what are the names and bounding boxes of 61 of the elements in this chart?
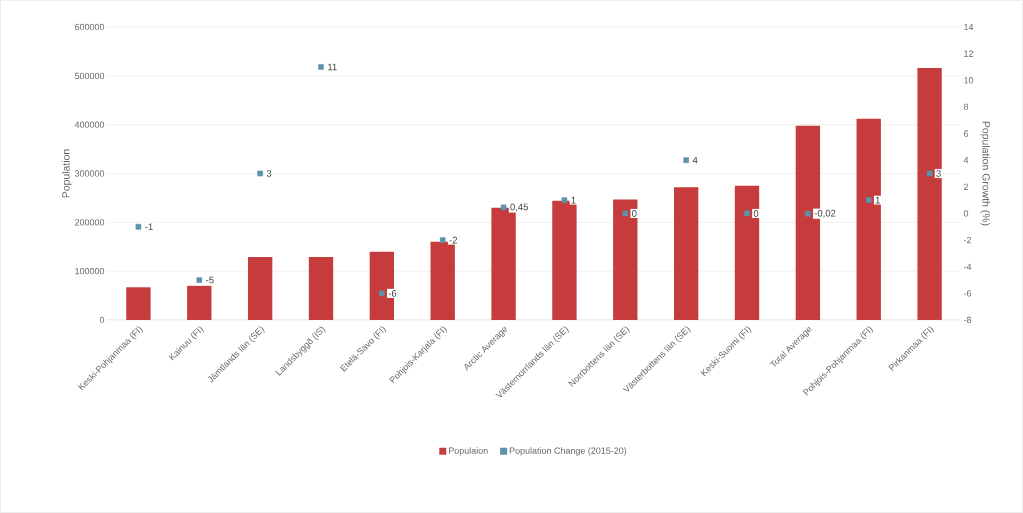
- y-tick-label: 400000: [74, 121, 105, 128]
- y-tick-label: 300000: [74, 170, 105, 177]
- bar: [917, 68, 942, 320]
- bar: [734, 185, 760, 320]
- data-label: 11: [328, 63, 337, 71]
- bar: [308, 257, 334, 320]
- data-label: -6: [388, 290, 397, 297]
- point: [622, 210, 629, 217]
- data-label: 4: [692, 156, 698, 164]
- y2-tick-label: -8: [963, 316, 972, 324]
- y-tick-label: 200000: [75, 219, 105, 226]
- y2-tick-label: -6: [963, 290, 972, 297]
- y2-tick-label: 10: [964, 77, 974, 84]
- y2-tick-label: 14: [964, 23, 974, 31]
- y-tick-label: 0: [99, 316, 105, 324]
- data-label: 3: [936, 170, 941, 177]
- y-axis-title: Population: [61, 149, 72, 198]
- bar: [856, 118, 881, 320]
- y-tick-label: 600000: [75, 23, 105, 31]
- y2-tick-label: 0: [963, 210, 969, 217]
- bar: [613, 199, 638, 320]
- bar: [126, 287, 151, 320]
- data-label: 3: [266, 170, 272, 177]
- y2-tick-label: 4: [963, 157, 969, 164]
- point: [805, 210, 811, 217]
- data-label: 1: [875, 196, 880, 204]
- bar: [247, 257, 273, 320]
- data-label: -2: [449, 236, 458, 244]
- point: [196, 277, 203, 283]
- y2-tick-label: -2: [963, 236, 972, 244]
- y-tick-label: 500000: [74, 72, 105, 80]
- point: [500, 204, 507, 211]
- data-label: 0,45: [510, 203, 528, 212]
- y2-tick-label: 12: [964, 50, 974, 57]
- point: [744, 210, 750, 217]
- y2-tick-label: 2: [963, 183, 969, 190]
- point: [865, 197, 872, 203]
- legend-label: Population Change (2015-20): [509, 447, 627, 456]
- y-tick-label: 100000: [75, 267, 105, 275]
- data-label: 0: [632, 210, 637, 217]
- point: [439, 237, 446, 243]
- bar: [673, 187, 699, 320]
- point: [683, 157, 689, 163]
- y2-tick-label: 8: [963, 103, 969, 111]
- data-label: 1: [571, 196, 576, 204]
- point: [135, 223, 142, 230]
- point: [257, 170, 263, 177]
- y2-axis-title: Population Growth (%): [980, 121, 991, 226]
- data-label: 0: [753, 210, 759, 217]
- legend-label: Populaion: [449, 447, 488, 456]
- bar: [369, 251, 395, 320]
- y2-tick-label: 6: [963, 130, 969, 137]
- data-label: -5: [206, 276, 214, 284]
- point: [926, 170, 933, 177]
- data-label: -1: [145, 223, 153, 231]
- data-label: -0,02: [814, 209, 836, 218]
- bar: [187, 285, 212, 320]
- y2-tick-label: -4: [963, 263, 972, 270]
- point: [379, 290, 385, 297]
- point: [318, 64, 324, 70]
- point: [561, 197, 568, 203]
